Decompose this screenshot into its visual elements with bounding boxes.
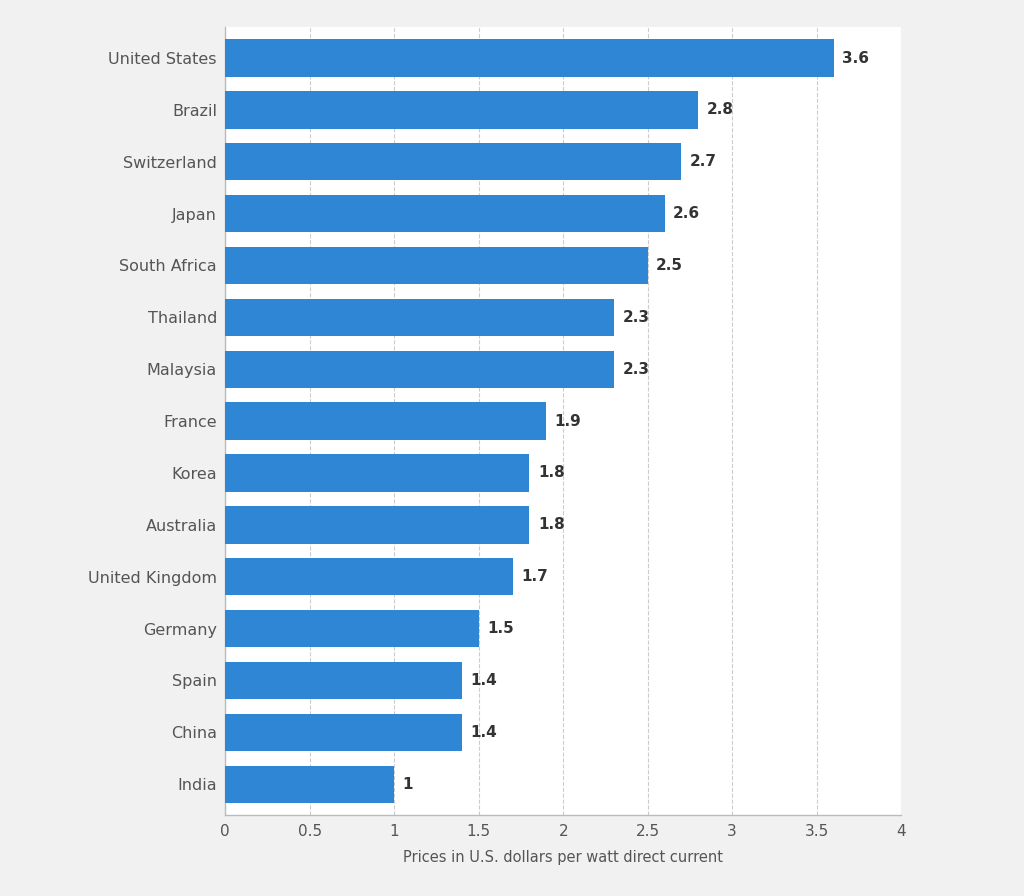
Text: 2.3: 2.3 bbox=[623, 310, 649, 325]
Bar bbox=[225, 39, 834, 77]
Bar bbox=[225, 765, 394, 803]
Text: 2.7: 2.7 bbox=[690, 154, 717, 169]
Text: 1: 1 bbox=[402, 777, 414, 792]
Text: 1.8: 1.8 bbox=[538, 517, 564, 532]
Bar bbox=[225, 714, 462, 751]
Text: 2.5: 2.5 bbox=[656, 258, 683, 273]
Text: 1.8: 1.8 bbox=[538, 466, 564, 480]
X-axis label: Prices in U.S. dollars per watt direct current: Prices in U.S. dollars per watt direct c… bbox=[403, 849, 723, 865]
Bar bbox=[225, 558, 513, 596]
Bar bbox=[225, 610, 479, 647]
Bar bbox=[225, 454, 529, 492]
Text: 2.8: 2.8 bbox=[707, 102, 734, 117]
Text: 3.6: 3.6 bbox=[842, 50, 869, 65]
Bar bbox=[225, 298, 614, 336]
Bar bbox=[225, 195, 665, 232]
Text: 1.5: 1.5 bbox=[487, 621, 514, 636]
Bar bbox=[225, 402, 547, 440]
Bar bbox=[225, 246, 648, 284]
Bar bbox=[225, 350, 614, 388]
Bar bbox=[225, 506, 529, 544]
Text: 1.9: 1.9 bbox=[555, 414, 582, 428]
Bar bbox=[225, 143, 682, 180]
Text: 1.7: 1.7 bbox=[521, 569, 548, 584]
Text: 1.4: 1.4 bbox=[470, 725, 497, 740]
Bar bbox=[225, 91, 698, 128]
Text: 1.4: 1.4 bbox=[470, 673, 497, 688]
Bar bbox=[225, 662, 462, 699]
Text: 2.3: 2.3 bbox=[623, 362, 649, 376]
Text: 2.6: 2.6 bbox=[673, 206, 700, 221]
